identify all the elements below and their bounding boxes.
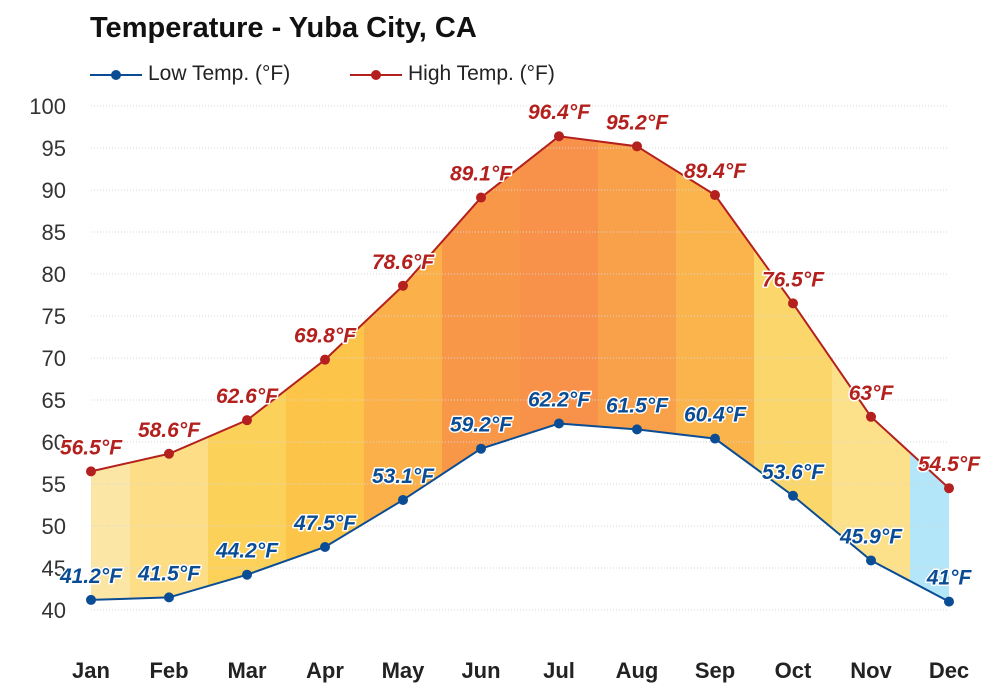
high-label-oct: 76.5°F bbox=[762, 268, 825, 291]
grid-lines bbox=[91, 105, 949, 611]
high-point-sep bbox=[710, 190, 720, 201]
low-point-nov bbox=[866, 555, 876, 566]
low-label-jun: 59.2°F bbox=[450, 414, 513, 437]
y-tick-label-85: 85 bbox=[42, 220, 66, 245]
x-tick-label-mar: Mar bbox=[227, 658, 267, 683]
x-tick-label-jul: Jul bbox=[543, 658, 575, 683]
band-jul bbox=[520, 136, 598, 437]
low-temp-line bbox=[90, 422, 950, 603]
high-label-apr: 69.8°F bbox=[294, 325, 357, 348]
x-tick-label-apr: Apr bbox=[306, 658, 344, 683]
band-dec bbox=[910, 452, 949, 602]
y-tick-label-65: 65 bbox=[42, 388, 66, 413]
y-tick-label-70: 70 bbox=[42, 346, 66, 371]
series-layer bbox=[86, 131, 954, 607]
low-label-oct: 53.6°F bbox=[762, 461, 825, 484]
low-label-mar: 44.2°F bbox=[215, 540, 279, 563]
data-labels-layer: 41.2°F 41.5°F 44.2°F 47.5°F 53.1°F 59.2°F 62.2… bbox=[57, 100, 982, 591]
y-tick-label-95: 95 bbox=[42, 136, 66, 161]
y-tick-label-60: 60 bbox=[42, 430, 66, 455]
band-may bbox=[364, 241, 442, 524]
y-tick-label-80: 80 bbox=[42, 262, 66, 287]
band-sep bbox=[676, 170, 754, 468]
low-label-sep: 60.4°F bbox=[684, 404, 747, 427]
temperature-bands bbox=[91, 136, 949, 602]
low-label-apr: 47.5°F bbox=[293, 512, 357, 535]
low-label-dec: 41°F bbox=[926, 567, 973, 590]
high-label-mar: 62.6°F bbox=[216, 385, 279, 408]
band-oct bbox=[754, 249, 832, 529]
y-tick-label-55: 55 bbox=[42, 472, 66, 497]
x-tick-label-may: May bbox=[382, 658, 426, 683]
high-point-feb bbox=[164, 448, 174, 459]
low-point-aug bbox=[632, 424, 642, 435]
high-temp-line bbox=[90, 135, 950, 489]
band-nov bbox=[832, 360, 910, 582]
low-label-jan: 41.2°F bbox=[59, 565, 123, 588]
band-jun bbox=[442, 166, 520, 475]
x-tick-label-jan: Jan bbox=[72, 658, 110, 683]
x-tick-label-feb: Feb bbox=[149, 658, 188, 683]
high-point-oct bbox=[788, 298, 798, 309]
x-tick-label-oct: Oct bbox=[775, 658, 812, 683]
low-label-feb: 41.5°F bbox=[137, 562, 201, 585]
low-label-aug: 61.5°F bbox=[606, 394, 669, 417]
low-point-feb bbox=[164, 592, 174, 603]
low-point-oct bbox=[788, 490, 798, 501]
legend-low-dot-icon bbox=[111, 70, 121, 80]
x-tick-label-dec: Dec bbox=[929, 658, 969, 683]
low-label-jul: 62.2°F bbox=[528, 389, 591, 412]
band-jan bbox=[91, 462, 130, 600]
legend-low-label: Low Temp. (°F) bbox=[148, 62, 291, 85]
low-point-jul bbox=[554, 418, 564, 429]
high-point-may bbox=[398, 280, 408, 291]
y-tick-label-90: 90 bbox=[42, 178, 66, 203]
low-label-nov: 45.9°F bbox=[839, 525, 903, 548]
y-tick-label-50: 50 bbox=[42, 514, 66, 539]
band-aug bbox=[598, 141, 676, 435]
low-point-sep bbox=[710, 433, 720, 444]
high-point-nov bbox=[866, 411, 876, 422]
y-tick-label-45: 45 bbox=[42, 556, 66, 581]
high-point-apr bbox=[320, 354, 330, 365]
band-feb bbox=[130, 436, 208, 599]
high-point-dec bbox=[944, 483, 954, 494]
x-tick-label-nov: Nov bbox=[850, 658, 892, 683]
high-point-jul bbox=[554, 131, 564, 142]
legend-high-label: High Temp. (°F) bbox=[408, 62, 555, 85]
high-point-mar bbox=[242, 415, 252, 426]
high-point-aug bbox=[632, 141, 642, 152]
high-label-feb: 58.6°F bbox=[138, 419, 201, 442]
high-label-nov: 63°F bbox=[849, 382, 895, 405]
chart-title: Temperature - Yuba City, CA bbox=[90, 12, 477, 44]
high-point-jun bbox=[476, 192, 486, 203]
high-point-jan bbox=[86, 466, 96, 477]
low-point-mar bbox=[242, 569, 252, 580]
low-point-jan bbox=[86, 594, 96, 605]
low-point-may bbox=[398, 494, 408, 505]
high-label-jun: 89.1°F bbox=[450, 163, 513, 186]
x-tick-label-aug: Aug bbox=[616, 658, 659, 683]
high-label-jul: 96.4°F bbox=[528, 101, 591, 124]
high-label-dec: 54.5°F bbox=[918, 453, 981, 476]
high-label-may: 78.6°F bbox=[372, 251, 435, 274]
high-label-sep: 89.4°F bbox=[684, 160, 747, 183]
low-label-may: 53.1°F bbox=[372, 465, 435, 488]
high-label-jan: 56.5°F bbox=[60, 436, 123, 459]
y-axis-ticks: 40 45 50 55 60 65 70 75 80 85 90 95 100 bbox=[29, 94, 66, 623]
x-axis-ticks: Jan Feb Mar Apr May Jun Jul Aug Sep Oct Nov Dec bbox=[72, 658, 969, 683]
high-label-aug: 95.2°F bbox=[606, 111, 669, 134]
low-point-jun bbox=[476, 443, 486, 454]
band-mar bbox=[208, 389, 286, 587]
y-tick-label-100: 100 bbox=[29, 94, 66, 119]
y-tick-label-75: 75 bbox=[42, 304, 66, 329]
x-tick-label-jun: Jun bbox=[461, 658, 500, 683]
legend-high-dot-icon bbox=[371, 70, 381, 80]
low-point-dec bbox=[944, 596, 954, 607]
y-tick-label-40: 40 bbox=[42, 598, 66, 623]
x-tick-label-sep: Sep bbox=[695, 658, 735, 683]
low-point-apr bbox=[320, 542, 330, 552]
